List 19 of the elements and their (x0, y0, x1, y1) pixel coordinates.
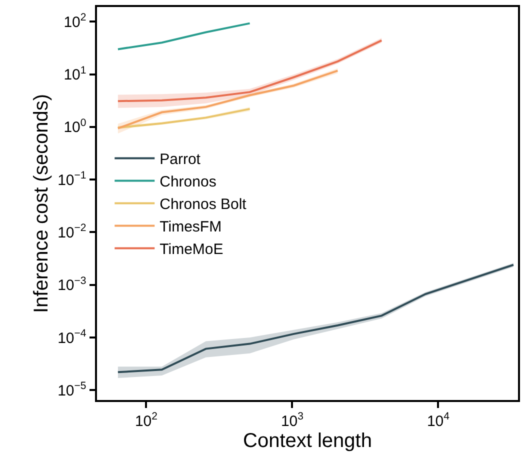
x-axis-title: Context length (243, 430, 372, 452)
x-tick-label: 10$^{2}$ (134, 410, 158, 430)
line-series (116, 22, 251, 50)
y-tick-label: 10$^{1}$ (64, 64, 86, 84)
legend-label: Chronos (160, 174, 216, 191)
y-tick-label: 10$^{−4}$ (58, 327, 86, 347)
legend-label: Parrot (160, 151, 202, 168)
y-tick-label: 10$^{−2}$ (58, 222, 86, 242)
y-tick-label: 10$^{0}$ (64, 116, 86, 136)
y-tick-label: 10$^{2}$ (64, 12, 86, 31)
x-tick-label: 10$^{4}$ (426, 410, 450, 430)
legend-label: TimeMoE (160, 241, 224, 258)
y-tick-label: 10$^{−1}$ (58, 170, 86, 189)
y-tick-label: 10$^{−3}$ (58, 274, 86, 294)
legend-label: TimesFM (160, 218, 222, 236)
y-tick-label: 10$^{−5}$ (58, 380, 86, 400)
y-axis-title: Inference cost (seconds) (30, 94, 53, 313)
x-tick-label: 10$^{3}$ (280, 410, 304, 430)
legend-label: Chronos Bolt (160, 196, 248, 214)
